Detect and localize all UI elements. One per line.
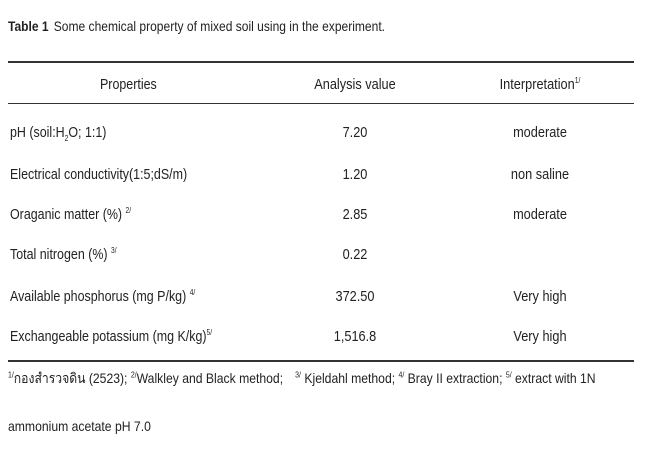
table-caption-text: Some chemical property of mixed soil usi… bbox=[53, 18, 386, 34]
row-4-property: Total nitrogen (%) 3/ bbox=[10, 246, 117, 264]
header-properties: Properties bbox=[100, 76, 157, 93]
row-5-property: Available phosphorus (mg P/kg) 4/ bbox=[10, 288, 195, 306]
footnote-continuation: ammonium acetate pH 7.0 bbox=[8, 418, 151, 434]
footnote-2-mark: 2/ bbox=[130, 370, 137, 380]
footnote-4-text: Bray II extraction; bbox=[407, 370, 503, 386]
row-6-property-note: 5/ bbox=[206, 328, 213, 337]
row-3-property-note: 2/ bbox=[125, 206, 132, 215]
row-3-property-label: Oraganic matter (%) bbox=[10, 206, 123, 223]
row-2-property: Electrical conductivity(1:5;dS/m) bbox=[10, 166, 188, 183]
row-2-value: 1.20 bbox=[342, 166, 368, 183]
table-bottom-rule bbox=[8, 360, 634, 362]
header-interpretation-note: 1/ bbox=[574, 76, 581, 85]
row-4-property-note: 3/ bbox=[111, 246, 117, 255]
row-5-value: 372.50 bbox=[335, 288, 375, 305]
row-1-interpretation: moderate bbox=[513, 124, 567, 141]
row-6-property: Exchangeable potassium (mg K/kg)5/ bbox=[10, 328, 212, 346]
row-4-property-label: Total nitrogen (%) bbox=[10, 246, 108, 263]
row-6-value: 1,516.8 bbox=[333, 328, 377, 345]
table-caption-label: Table 1 bbox=[8, 18, 49, 34]
footnote-4-mark: 4/ bbox=[398, 370, 405, 380]
row-5-property-note: 4/ bbox=[189, 288, 196, 297]
header-interpretation: Interpretation1/ bbox=[476, 76, 604, 94]
table-footnotes: 1/กองสำรวจดิน (2523); 2/Walkley and Blac… bbox=[8, 368, 596, 390]
footnote-1-text: กองสำรวจดิน (2523); bbox=[13, 370, 128, 386]
row-1-property-suffix: O; 1:1) bbox=[68, 124, 107, 141]
row-4-value: 0.22 bbox=[342, 246, 368, 263]
row-1-property-subscript: 2 bbox=[64, 134, 69, 143]
footnote-3-mark: 3/ bbox=[295, 370, 301, 380]
row-1-property-prefix: pH (soil:H bbox=[10, 124, 65, 141]
header-analysis-value: Analysis value bbox=[314, 76, 396, 93]
footnote-2-text: Walkley and Black method; bbox=[136, 370, 284, 386]
footnote-3-text: Kjeldahl method; bbox=[304, 370, 396, 386]
footnote-1-mark: 1/ bbox=[8, 370, 14, 380]
row-3-property: Oraganic matter (%) 2/ bbox=[10, 206, 131, 224]
footnote-5-mark: 5/ bbox=[505, 370, 512, 380]
row-1-property: pH (soil:H2O; 1:1) bbox=[10, 124, 107, 143]
row-3-interpretation: moderate bbox=[513, 206, 567, 223]
row-3-value: 2.85 bbox=[342, 206, 368, 223]
row-2-interpretation: non saline bbox=[510, 166, 570, 183]
table-caption: Table 1 Some chemical property of mixed s… bbox=[8, 18, 385, 34]
row-5-property-label: Available phosphorus (mg P/kg) bbox=[10, 288, 187, 305]
row-6-property-label: Exchangeable potassium (mg K/kg) bbox=[10, 328, 207, 345]
table-top-rule bbox=[8, 61, 634, 63]
row-1-value: 7.20 bbox=[342, 124, 368, 141]
row-5-interpretation: Very high bbox=[513, 288, 567, 305]
header-interpretation-label: Interpretation bbox=[499, 76, 575, 93]
table-header-rule bbox=[8, 103, 634, 104]
footnote-5-text: extract with 1N bbox=[515, 370, 596, 386]
row-6-interpretation: Very high bbox=[513, 328, 567, 345]
